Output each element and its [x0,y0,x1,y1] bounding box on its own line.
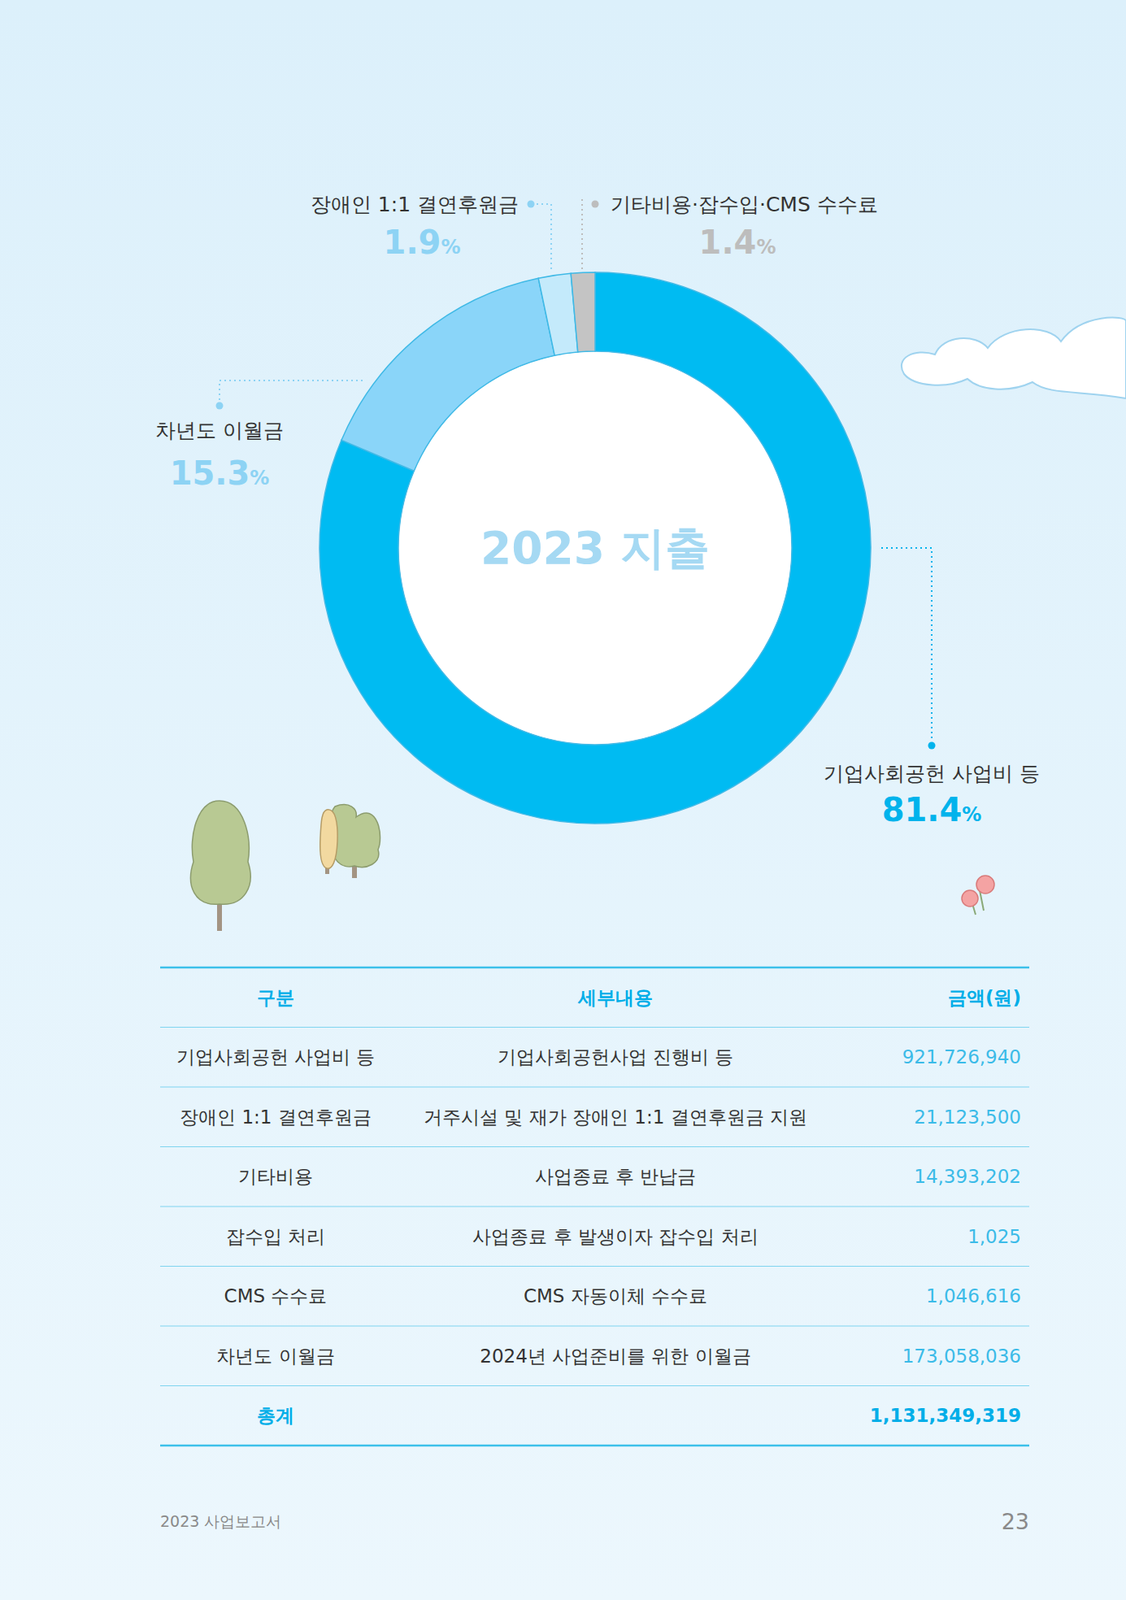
table-rule [160,966,1030,970]
slice-name: 장애인 1:1 결연후원금 [310,192,519,217]
table-cell: 사업종료 후 반납금 [534,1165,697,1187]
leader-line [219,380,363,400]
leader-line [536,204,552,271]
tree-crown [191,800,252,905]
table-cell: 기업사회공헌 사업비 등 [176,1046,376,1068]
value-unit: % [440,235,461,259]
table-cell: 기업사회공헌사업 진행비 등 [497,1046,735,1068]
value-number: 1.9 [383,223,442,261]
slice-name: 기타비용·잡수입·CMS 수수료 [610,192,879,217]
leader-line [581,199,583,271]
flower [976,875,995,894]
row-rule [160,1385,1030,1387]
column-head: 금액(원) [947,986,1022,1009]
table-cell: 173,058,036 [902,1345,1022,1367]
flowers [961,875,995,915]
table-cell: 장애인 1:1 결연후원금 [179,1106,372,1128]
data-labels: 기업사회공헌 사업비 등 81.4% 차년도 이월금 15.3% 장애인 1:1 결연후… [155,192,1040,829]
leader-dot [216,402,224,410]
footer-report: 2023 사업보고서 [160,1512,282,1531]
tree-crown [320,809,338,869]
table-cell: CMS 수수료 [224,1285,328,1307]
row-rule [160,1146,1030,1148]
value-label: 1.4% [699,223,777,261]
cloud-shape [901,317,1126,399]
total-amount: 1,131,349,319 [869,1404,1022,1426]
trees [191,800,381,931]
page: 2023 지출기업사회공헌 사업비 등 81.4% 차년도 이월금 15.3% 장애인 … [0,0,1126,1600]
slice [319,272,871,824]
table-rule [160,1444,1030,1448]
table-cell: CMS 자동이체 수수료 [523,1285,708,1307]
table-cell: 1,046,616 [926,1285,1022,1307]
value-number: 81.4 [882,791,963,829]
column-head: 세부내용 [577,986,653,1009]
table-cell: 14,393,202 [913,1165,1022,1187]
slice-name: 차년도 이월금 [155,418,284,443]
table-cell: 잡수입 처리 [226,1225,326,1248]
table-cell: 21,123,500 [913,1106,1022,1128]
table-cell: 차년도 이월금 [216,1345,335,1367]
value-label: 15.3% [169,454,270,492]
table-cell: 921,726,940 [902,1046,1022,1068]
row-rule [160,1026,1030,1028]
value-number: 15.3 [169,454,251,492]
donut-chart [319,272,871,824]
leader-dot [591,200,600,209]
slice [570,272,596,353]
leader-line [881,547,932,740]
value-number: 1.4 [699,223,757,261]
leader-dot [928,742,936,750]
slice-name: 기업사회공헌 사업비 등 [823,761,1040,786]
table-cell: 거주시설 및 재가 장애인 1:1 결연후원금 지원 [423,1106,808,1128]
chart-title: 2023 지출 [480,521,710,574]
donut-hole [399,352,792,744]
table-cell: 1,025 [967,1225,1022,1248]
total-label: 총계 [256,1404,295,1426]
leader-dot [527,200,535,209]
table-cell: 사업종료 후 발생이자 잡수입 처리 [472,1225,758,1248]
value-label: 81.4% [882,791,983,829]
value-unit: % [249,466,270,490]
row-rule [160,1325,1030,1326]
column-head: 구분 [256,986,295,1009]
flower [961,890,979,907]
row-rule [160,1086,1030,1087]
table: 구분 세부내용 금액(원) 기업사회공헌 사업비 등 기업사회공헌사업 진행비 등 921… [160,967,1030,1446]
table-cell: 2024년 사업준비를 위한 이월금 [479,1345,751,1367]
background [0,0,1126,1600]
value-label: 1.9% [383,223,461,261]
row-rule [160,1265,1030,1267]
cloud [901,317,1126,399]
footer-page: 23 [1001,1508,1030,1535]
table-cell: 기타비용 [238,1165,314,1187]
row-rule [160,1205,1030,1207]
value-unit: % [961,803,982,827]
value-unit: % [756,235,776,259]
